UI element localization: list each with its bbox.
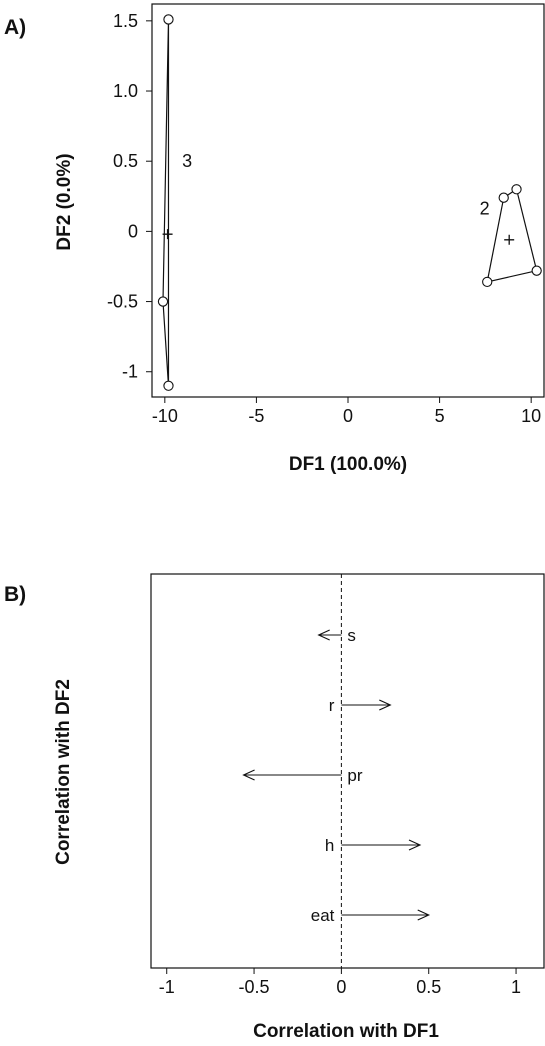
panel-b-x-tick-label: 0	[336, 977, 346, 997]
panel-a-observation-point	[511, 184, 522, 195]
panel-b-x-tick-label: -0.5	[239, 977, 270, 997]
panel-a-y-tick-label: -0.5	[107, 292, 138, 312]
panel-b-x-tick-label: -1	[159, 977, 175, 997]
panel-b-plot-frame	[150, 573, 545, 969]
panel-b-x-axis-title: Correlation with DF1	[253, 1021, 439, 1042]
panel-b-vector-h: h	[325, 836, 422, 855]
panel-a-x-axis: -10 -5 0 5 10	[152, 397, 541, 426]
panel-a-y-tick-label: -1	[122, 362, 138, 382]
panel-a-label: A)	[4, 16, 26, 39]
panel-b-vector-arrowhead	[242, 769, 255, 781]
panel-b-vector-label: s	[347, 626, 356, 645]
panel-b-vector-eat: eat	[311, 906, 431, 925]
panel-a-y-axis-title: DF2 (0.0%)	[54, 153, 75, 250]
panel-a-x-tick-label: 5	[435, 406, 445, 426]
panel-b-vectors: s r pr h eat	[242, 626, 431, 925]
panel-a-y-tick-label: 1.5	[113, 11, 138, 31]
panel-a-y-tick-label: 1.0	[113, 81, 138, 101]
panel-a-observation-point	[531, 265, 542, 276]
panel-a-y-tick-label: 0.5	[113, 151, 138, 171]
panel-a-groups: 32	[157, 14, 542, 391]
panel-b-x-tick-label: 1	[511, 977, 521, 997]
panel-b-vector-label: eat	[311, 906, 335, 925]
panel-b-x-tick-label: 0.5	[416, 977, 441, 997]
panel-b: B) -1 -0.5 0 0.5 1 s r pr h eat Correlation with…	[4, 573, 545, 1042]
panel-a: A) -10 -5 0 5 10 -1-0.500.51.01.5 32 DF1 (10…	[4, 3, 545, 475]
panel-b-vector-arrowhead	[408, 839, 422, 851]
panel-a-observation-point	[482, 276, 493, 288]
panel-a-group-centroid	[504, 234, 515, 245]
panel-a-x-axis-title: DF1 (100.0%)	[289, 454, 407, 475]
panel-a-x-tick-label: -10	[152, 406, 178, 426]
panel-a-y-tick-label: 0	[128, 221, 138, 241]
panel-a-y-axis: -1 -0.5 0 0.5 1.0 1.5	[107, 11, 152, 382]
panel-a-x-tick-label: -5	[248, 406, 264, 426]
panel-a-observation-point	[163, 14, 174, 25]
panel-b-vector-arrowhead	[417, 909, 431, 921]
panel-a-observation-point	[163, 380, 174, 391]
panel-b-vector-arrowhead	[379, 699, 392, 711]
panel-a-group-3: 3	[157, 14, 192, 391]
panel-b-vector-label: r	[329, 696, 335, 715]
panel-b-vector-label: h	[325, 836, 334, 855]
panel-a-x-tick-label: 0	[343, 406, 353, 426]
panel-b-y-axis-title: Correlation with DF2	[53, 679, 74, 865]
panel-a-x-tick-label: 10	[521, 406, 541, 426]
panel-a-observation-point	[157, 296, 169, 307]
panel-b-label: B)	[4, 583, 26, 606]
panel-a-group-label: 3	[182, 151, 192, 171]
panel-b-vector-pr: pr	[242, 766, 363, 785]
panel-b-vector-arrowhead	[317, 629, 330, 641]
panel-a-group-label: 2	[480, 199, 490, 219]
panel-b-x-axis: -1 -0.5 0 0.5 1	[159, 968, 521, 997]
panel-a-observation-point	[498, 192, 509, 203]
panel-a-group-2: 2	[480, 184, 542, 288]
panel-b-vector-r: r	[329, 696, 392, 715]
panel-a-group-hull	[486, 188, 538, 283]
panel-b-vector-label: pr	[347, 766, 362, 785]
panel-a-group-centroid	[162, 229, 173, 240]
panel-a-group-hull	[162, 18, 170, 387]
panel-b-vector-s: s	[317, 626, 356, 645]
